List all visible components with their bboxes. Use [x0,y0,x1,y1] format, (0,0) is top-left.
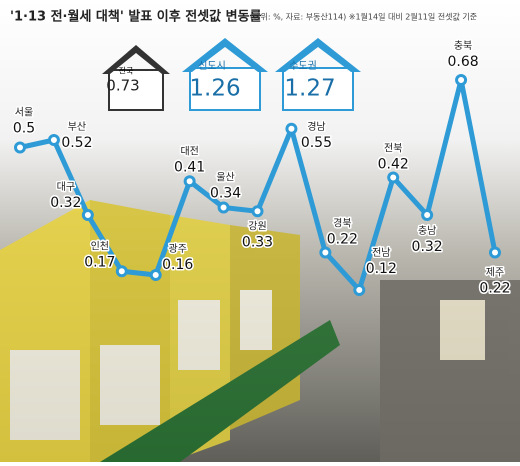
data-point [455,74,468,86]
value-label: 0.16 [162,257,193,273]
data-point [217,201,230,214]
value-label: 0.55 [301,135,332,151]
photo-decoration [0,200,520,462]
data-point [183,175,196,188]
value-label: 0.52 [61,135,92,151]
category-label: 강원 [248,220,266,232]
data-point [115,265,128,278]
category-label: 충남 [418,225,436,237]
data-point [421,209,434,221]
value-label: 0.22 [327,232,358,248]
data-point [81,209,94,221]
value-label: 0.34 [210,186,241,202]
category-label: 대구 [57,181,75,193]
summary-label: 전국 [119,66,134,76]
category-label: 부산 [68,121,86,133]
house-national: 전국 0.73 [102,45,170,111]
summary-value: 0.73 [106,77,139,95]
category-label: 제주 [486,267,504,279]
data-point [47,134,60,146]
data-point [149,269,162,281]
category-label: 대전 [180,145,198,157]
category-label: 충북 [454,40,472,52]
value-label: 0.32 [50,195,81,211]
category-label: 전북 [384,143,402,155]
data-point [251,205,264,218]
category-label: 서울 [15,107,33,119]
value-label: 0.42 [378,157,409,173]
data-point [387,171,400,184]
chart-title: '1·13 전·월세 대책' 발표 이후 전셋값 변동률 [10,9,262,25]
data-point [489,246,501,259]
value-label: 0.22 [479,281,510,297]
summary-value: 1.26 [189,76,240,102]
summary-label: 수도권 [289,60,317,72]
value-label: 0.68 [447,54,478,70]
category-label: 인천 [91,240,109,252]
house-capital: 수도권 1.27 [275,38,361,111]
data-point [319,246,332,259]
value-label: 0.41 [174,159,205,175]
summary-value: 1.27 [284,76,335,102]
category-label: 경남 [307,120,325,133]
value-label: 0.33 [242,234,273,250]
category-label: 울산 [216,172,234,184]
chart-subtitle: (단위: %, 자료: 부동산114) ※1월14일 대비 2월11일 전셋값 … [250,12,477,22]
summary-label: 신도시 [198,60,226,72]
data-point [285,122,298,135]
value-label: 0.12 [366,261,397,277]
value-label: 0.17 [84,254,115,270]
data-point [14,141,26,154]
category-label: 전남 [372,247,390,259]
category-label: 경북 [333,217,351,230]
category-label: 광주 [169,243,187,255]
data-point [353,284,366,296]
value-label: 0.5 [13,121,35,137]
house-newtown: 신도시 1.26 [182,38,268,111]
value-label: 0.32 [412,239,443,255]
